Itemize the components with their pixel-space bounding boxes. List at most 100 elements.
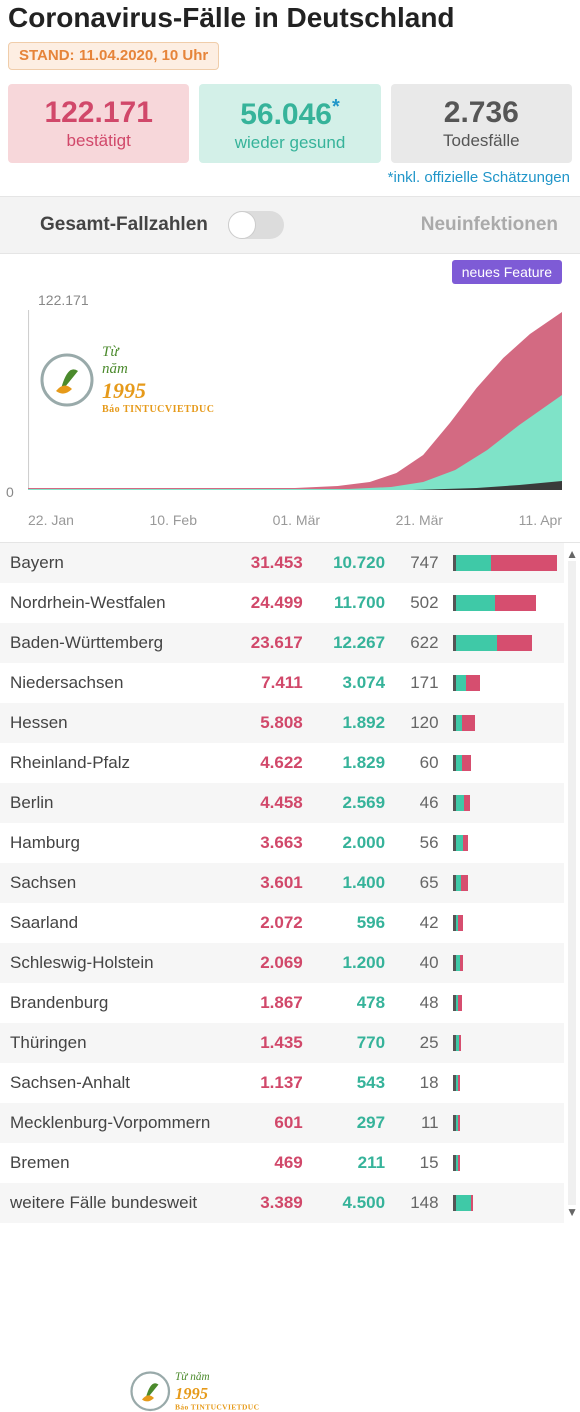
states-table: Bayern31.45310.720747Nordrhein-Westfalen…	[0, 543, 564, 1223]
state-name: Sachsen-Anhalt	[0, 1063, 226, 1103]
stat-card-confirmed: 122.171 bestätigt	[8, 84, 189, 163]
recovered-cell: 3.074	[309, 663, 391, 703]
states-table-wrap: ▲ ▼ Bayern31.45310.720747Nordrhein-Westf…	[0, 542, 580, 1223]
tab-total[interactable]: Gesamt-Fallzahlen	[40, 214, 208, 236]
footnote: *inkl. offizielle Schätzungen	[8, 169, 570, 186]
leaf-logo-icon	[130, 1371, 171, 1412]
recovered-cell: 12.267	[309, 623, 391, 663]
state-name: Mecklenburg-Vorpommern	[0, 1103, 226, 1143]
table-row[interactable]: Sachsen3.6011.40065	[0, 863, 564, 903]
mini-bar-cell	[445, 743, 564, 783]
mini-bar-cell	[445, 583, 564, 623]
mini-bar-cell	[445, 1183, 564, 1223]
last-updated-badge: STAND: 11.04.2020, 10 Uhr	[8, 42, 219, 70]
mini-bar-cell	[445, 1143, 564, 1183]
confirmed-value: 122.171	[12, 96, 185, 129]
confirmed-cell: 31.453	[226, 543, 308, 583]
table-row[interactable]: Mecklenburg-Vorpommern60129711	[0, 1103, 564, 1143]
tab-new-infections[interactable]: Neuinfektionen	[421, 214, 558, 236]
deaths-cell: 46	[391, 783, 445, 823]
table-row[interactable]: Thüringen1.43577025	[0, 1023, 564, 1063]
new-feature-badge: neues Feature	[452, 260, 562, 284]
page-title: Coronavirus-Fälle in Deutschland	[8, 2, 572, 34]
confirmed-cell: 2.069	[226, 943, 308, 983]
mini-bar	[453, 1115, 560, 1131]
confirmed-cell: 1.137	[226, 1063, 308, 1103]
mini-bar-cell	[445, 543, 564, 583]
deaths-cell: 120	[391, 703, 445, 743]
deaths-cell: 25	[391, 1023, 445, 1063]
x-tick: 22. Jan	[28, 512, 74, 528]
mini-bar-cell	[445, 983, 564, 1023]
table-row[interactable]: weitere Fälle bundesweit3.3894.500148	[0, 1183, 564, 1223]
deaths-cell: 65	[391, 863, 445, 903]
scroll-down-icon[interactable]: ▼	[566, 1205, 578, 1219]
recovered-cell: 770	[309, 1023, 391, 1063]
scroll-up-icon[interactable]: ▲	[566, 547, 578, 561]
table-row[interactable]: Niedersachsen7.4113.074171	[0, 663, 564, 703]
mini-bar-cell	[445, 943, 564, 983]
state-name: Sachsen	[0, 863, 226, 903]
mini-bar-cell	[445, 1103, 564, 1143]
recovered-cell: 10.720	[309, 543, 391, 583]
deaths-label: Todesfälle	[395, 131, 568, 151]
mini-bar	[453, 635, 560, 651]
confirmed-cell: 1.435	[226, 1023, 308, 1063]
recovered-cell: 1.892	[309, 703, 391, 743]
mini-bar-cell	[445, 1063, 564, 1103]
table-row[interactable]: Baden-Württemberg23.61712.267622	[0, 623, 564, 663]
table-row[interactable]: Nordrhein-Westfalen24.49911.700502	[0, 583, 564, 623]
mini-bar	[453, 955, 560, 971]
recovered-cell: 11.700	[309, 583, 391, 623]
mini-bar	[453, 1035, 560, 1051]
recovered-cell: 2.569	[309, 783, 391, 823]
state-name: Bayern	[0, 543, 226, 583]
deaths-cell: 42	[391, 903, 445, 943]
state-name: Niedersachsen	[0, 663, 226, 703]
recovered-cell: 543	[309, 1063, 391, 1103]
confirmed-cell: 4.622	[226, 743, 308, 783]
mini-bar	[453, 555, 560, 571]
table-row[interactable]: Brandenburg1.86747848	[0, 983, 564, 1023]
confirmed-cell: 4.458	[226, 783, 308, 823]
table-row[interactable]: Hessen5.8081.892120	[0, 703, 564, 743]
confirmed-cell: 7.411	[226, 663, 308, 703]
toggle-knob	[228, 211, 256, 239]
tab-row: Gesamt-Fallzahlen Neuinfektionen	[0, 196, 580, 254]
watermark-logo-small: Từ năm 1995 Báo TINTUCVIETDUC	[130, 1371, 259, 1412]
x-tick: 11. Apr	[519, 512, 562, 528]
confirmed-cell: 2.072	[226, 903, 308, 943]
scrollbar[interactable]	[568, 561, 576, 1205]
mini-bar	[453, 1155, 560, 1171]
stat-card-recovered: 56.046* wieder gesund	[199, 84, 380, 163]
confirmed-label: bestätigt	[12, 131, 185, 151]
table-row[interactable]: Rheinland-Pfalz4.6221.82960	[0, 743, 564, 783]
table-row[interactable]: Saarland2.07259642	[0, 903, 564, 943]
chart-y-zero: 0	[6, 484, 14, 500]
state-name: Hamburg	[0, 823, 226, 863]
recovered-value: 56.046*	[203, 96, 376, 131]
mini-bar-cell	[445, 1023, 564, 1063]
mini-bar-cell	[445, 863, 564, 903]
deaths-cell: 40	[391, 943, 445, 983]
table-row[interactable]: Hamburg3.6632.00056	[0, 823, 564, 863]
view-toggle[interactable]	[228, 211, 284, 239]
stand-value: 11.04.2020, 10 Uhr	[79, 47, 208, 64]
table-row[interactable]: Schleswig-Holstein2.0691.20040	[0, 943, 564, 983]
x-tick: 10. Feb	[150, 512, 197, 528]
table-row[interactable]: Bremen46921115	[0, 1143, 564, 1183]
mini-bar	[453, 875, 560, 891]
chart-y-max: 122.171	[38, 292, 89, 308]
state-name: Brandenburg	[0, 983, 226, 1023]
deaths-cell: 15	[391, 1143, 445, 1183]
table-row[interactable]: Bayern31.45310.720747	[0, 543, 564, 583]
table-row[interactable]: Sachsen-Anhalt1.13754318	[0, 1063, 564, 1103]
state-name: Rheinland-Pfalz	[0, 743, 226, 783]
mini-bar-cell	[445, 703, 564, 743]
mini-bar-cell	[445, 783, 564, 823]
mini-bar	[453, 755, 560, 771]
state-name: Thüringen	[0, 1023, 226, 1063]
table-row[interactable]: Berlin4.4582.56946	[0, 783, 564, 823]
x-tick: 01. Mär	[273, 512, 320, 528]
recovered-cell: 2.000	[309, 823, 391, 863]
